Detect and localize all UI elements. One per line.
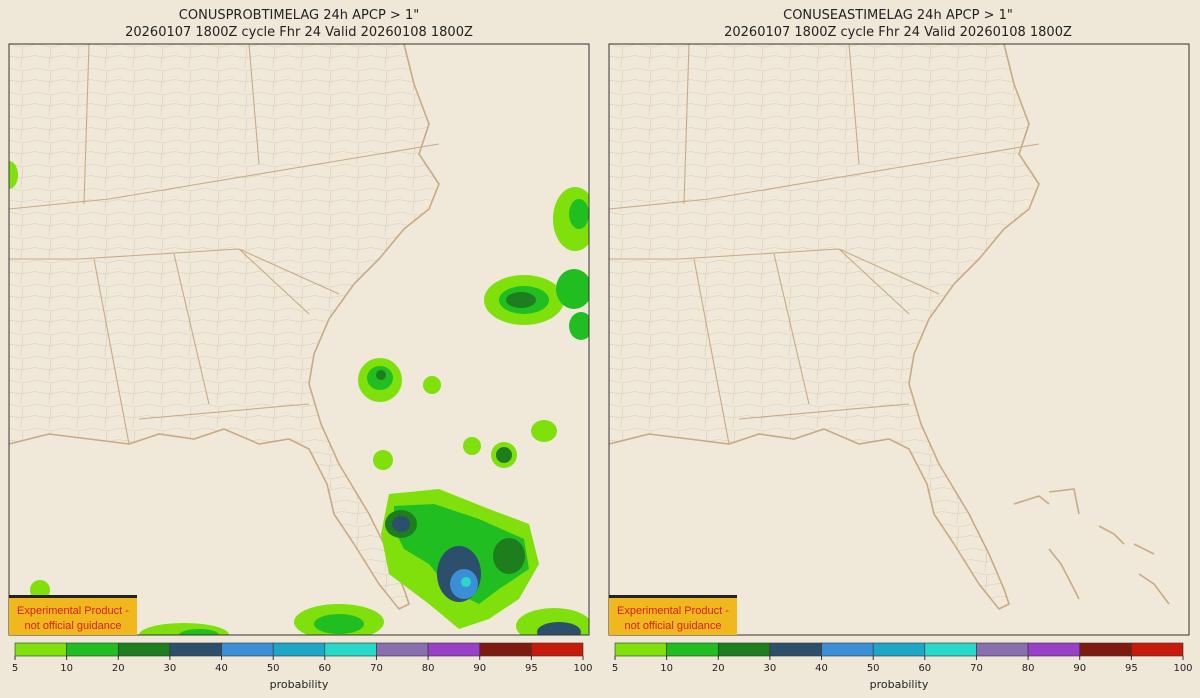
colorbar-segment [872, 642, 926, 657]
colorbar-tick-label: 5 [612, 663, 618, 674]
colorbar-tick-label: 70 [370, 663, 383, 674]
colorbar-tick-label: 90 [1073, 663, 1086, 674]
panel-title: CONUSEASTIMELAG 24h APCP > 1" [783, 8, 1013, 23]
panel: CONUSEASTIMELAG 24h APCP > 1" 20260107 1… [608, 8, 1190, 636]
colorbar-segment [821, 642, 874, 657]
colorbar-label: probability [870, 678, 929, 691]
colorbar-segment [976, 642, 1029, 657]
badge-text: Experimental Product - [17, 605, 129, 617]
map: Experimental Product - not official guid… [8, 43, 590, 636]
badge [609, 595, 737, 635]
colorbar-segment [14, 642, 67, 657]
colorbar-segment [427, 642, 481, 657]
colorbar-segment [1131, 642, 1184, 657]
colorbar-segment [717, 642, 771, 657]
colorbar-segment [1027, 642, 1081, 657]
colorbar-segment [376, 642, 429, 657]
colorbar-tick-label: 80 [422, 663, 435, 674]
badge-text: not official guidance [24, 620, 121, 632]
colorbar-tick-label: 30 [164, 663, 177, 674]
panel: CONUSPROBTIMELAG 24h APCP > 1" 20260107 … [8, 8, 590, 636]
colorbar-segment [614, 642, 667, 657]
colorbar-tick-label: 100 [573, 663, 592, 674]
colorbar-tick-label: 40 [815, 663, 828, 674]
colorbar-segment [66, 642, 119, 657]
colorbar-tick-label: 100 [1173, 663, 1192, 674]
colorbar-label: probability [270, 678, 329, 691]
badge [9, 595, 137, 635]
colorbar-tick-label: 80 [1022, 663, 1035, 674]
colorbar-segment [324, 642, 377, 657]
colorbar-segment [169, 642, 222, 657]
colorbar-tick-label: 50 [867, 663, 880, 674]
colorbar-segment [272, 642, 326, 657]
colorbar-tick-label: 70 [970, 663, 983, 674]
colorbar-tick-label: 10 [660, 663, 673, 674]
colorbar-tick-label: 60 [918, 663, 931, 674]
colorbar-tick-label: 60 [318, 663, 331, 674]
badge-text: Experimental Product - [617, 605, 729, 617]
colorbar-segment [924, 642, 977, 657]
colorbar-tick-label: 95 [1125, 663, 1138, 674]
colorbar-tick-label: 20 [112, 663, 125, 674]
colorbar-segment [221, 642, 274, 657]
panel-subtitle: 20260107 1800Z cycle Fhr 24 Valid 202601… [125, 25, 473, 40]
colorbar-tick-label: 90 [473, 663, 486, 674]
colorbar-tick-label: 5 [12, 663, 18, 674]
map: Experimental Product - not official guid… [608, 43, 1190, 636]
badge-text: not official guidance [624, 620, 721, 632]
colorbar-segment [117, 642, 171, 657]
colorbar-segment [531, 642, 584, 657]
colorbar-tick-label: 20 [712, 663, 725, 674]
colorbar-segment [1079, 642, 1132, 657]
colorbar-segment [769, 642, 822, 657]
panel-subtitle: 20260107 1800Z cycle Fhr 24 Valid 202601… [724, 25, 1072, 40]
precip-field [9, 161, 589, 635]
colorbar-tick-label: 30 [764, 663, 777, 674]
colorbar-tick-label: 10 [60, 663, 73, 674]
colorbar-tick-label: 50 [267, 663, 280, 674]
colorbar-tick-label: 40 [215, 663, 228, 674]
colorbar-segment [666, 642, 719, 657]
colorbar-segment [479, 642, 532, 657]
panel-title: CONUSPROBTIMELAG 24h APCP > 1" [179, 8, 419, 23]
colorbar-tick-label: 95 [525, 663, 538, 674]
